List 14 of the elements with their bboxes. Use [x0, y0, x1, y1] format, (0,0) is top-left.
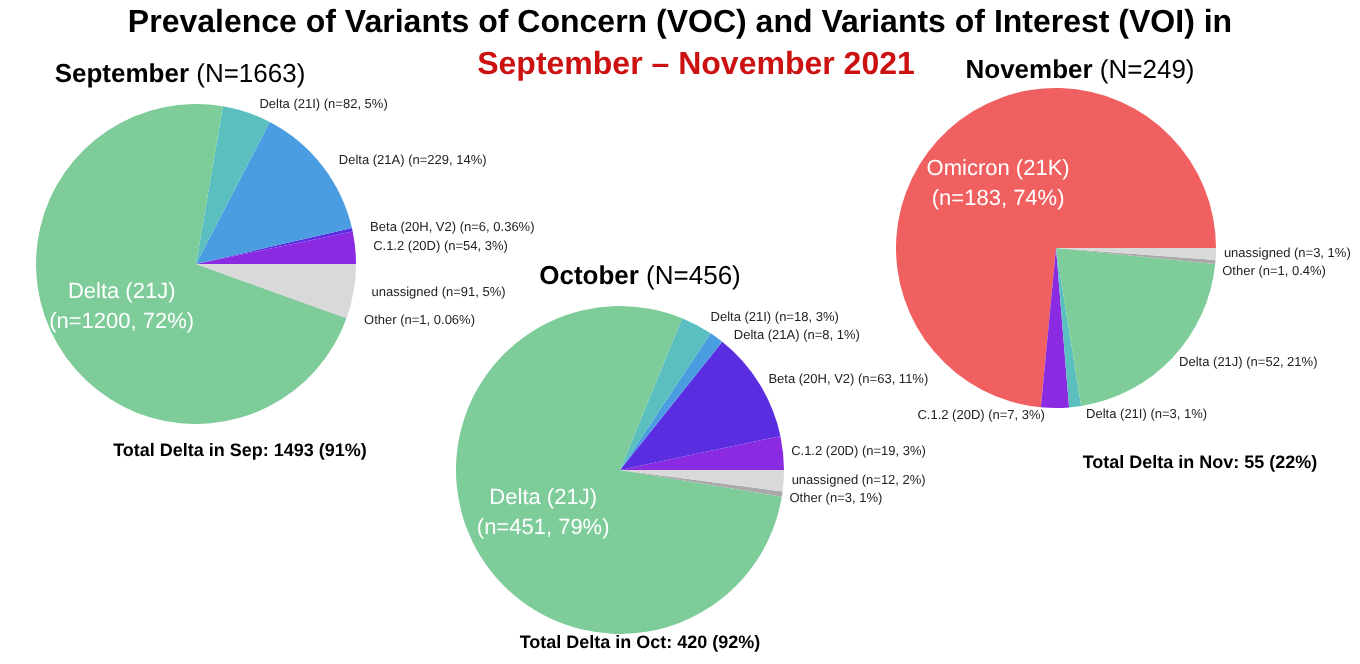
chart-title: September (N=1663)	[54, 58, 306, 88]
data-label: (n=451, 79%)	[476, 515, 610, 540]
text: Total Delta in Oct: 420 (92%)	[519, 632, 761, 652]
chart-title: November (N=249)	[965, 54, 1195, 84]
text: Total Delta in Sep: 1493 (91%)	[113, 440, 367, 460]
chart-title: October (N=456)	[539, 260, 741, 290]
text: Prevalence of Variants of Concern (VOC) and Variants of Interest (VOI) in	[127, 6, 1233, 42]
data-label: (n=1200, 72%)	[49, 310, 195, 335]
slice-label: Delta (21J)	[489, 485, 597, 510]
slice-label: Delta (21J)	[67, 280, 176, 305]
text: September – November 2021	[477, 48, 915, 84]
text: Total Delta in Nov: 55 (22%)	[1082, 452, 1318, 472]
slice-label: Omicron (21K)	[926, 157, 1070, 182]
data-label: (n=183, 74%)	[931, 187, 1065, 212]
